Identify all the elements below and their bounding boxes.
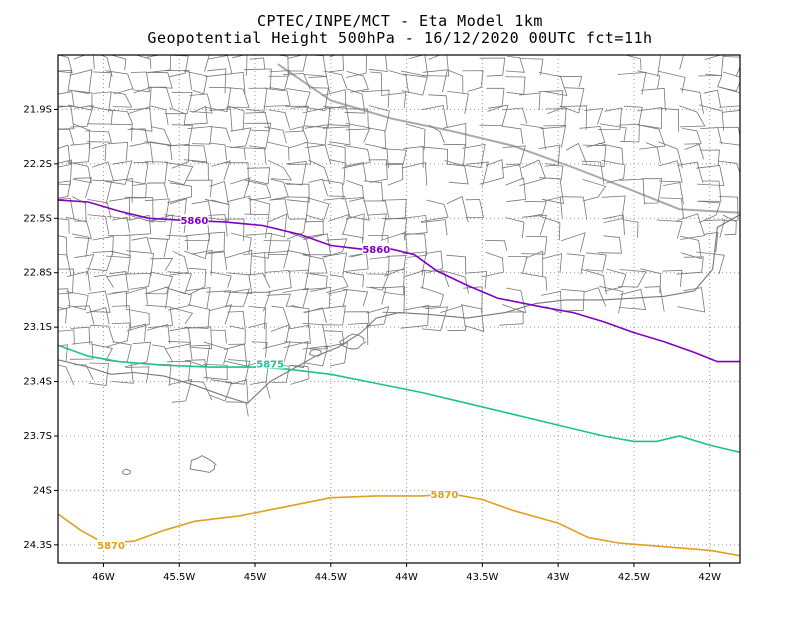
contour-label-bg: [362, 243, 391, 255]
lat-tick-label: 23.1S: [23, 322, 52, 333]
municipal-boundaries: [58, 55, 740, 476]
lat-tick-label: 23.7S: [23, 431, 52, 442]
contour-label-bg: [256, 357, 285, 369]
lon-tick-label: 44W: [395, 572, 418, 583]
island: [308, 349, 323, 357]
lat-tick-label: 23.4S: [23, 377, 52, 388]
contour-label: 5860: [180, 216, 208, 227]
lat-tick-label: 22.8S: [23, 268, 52, 279]
coastline: [58, 214, 740, 404]
contour-label: 5875: [256, 359, 284, 370]
contour-label: 5860: [362, 245, 390, 256]
contour-5870: [58, 493, 740, 557]
lon-tick-label: 43.5W: [466, 572, 498, 583]
state-border: [277, 63, 740, 214]
grid-lines: [58, 55, 740, 563]
map-frame: [57, 54, 741, 564]
axis-ticks: 21.9S 22.2S 22.5S 22.8S 23.1S 23.4S 23.7S 24S 24…: [23, 104, 721, 583]
island: [339, 333, 367, 350]
island: [189, 455, 217, 473]
lon-tick-label: 45.5W: [163, 572, 195, 583]
lon-tick-label: 42W: [698, 572, 721, 583]
lon-tick-label: 44.5W: [315, 572, 347, 583]
contour-label: 5870: [97, 541, 125, 552]
contour-lines: 5860 5860 5875 5870 5870: [58, 199, 740, 557]
map-title-line-1: CPTEC/INPE/MCT - Eta Model 1km: [257, 12, 543, 30]
contour-label-bg: [97, 538, 126, 550]
contour-label-bg: [430, 488, 459, 500]
map-title-line-2: Geopotential Height 500hPa - 16/12/2020 …: [147, 29, 653, 47]
lon-tick-label: 43W: [547, 572, 570, 583]
lon-tick-label: 45W: [244, 572, 267, 583]
contour-label: 5870: [431, 490, 459, 501]
contour-5860: [58, 199, 740, 363]
lat-tick-label: 24.3S: [23, 540, 52, 551]
contour-5875: [58, 344, 740, 454]
contour-label-bg: [180, 214, 209, 226]
lat-tick-label: 22.5S: [23, 213, 52, 224]
lat-tick-label: 24S: [33, 485, 52, 496]
lon-tick-label: 42.5W: [618, 572, 650, 583]
municipal-mesh: [58, 55, 740, 417]
lat-tick-label: 21.9S: [23, 104, 52, 115]
lat-tick-label: 22.2S: [23, 159, 52, 170]
island: [122, 468, 132, 476]
lon-tick-label: 46W: [92, 572, 115, 583]
